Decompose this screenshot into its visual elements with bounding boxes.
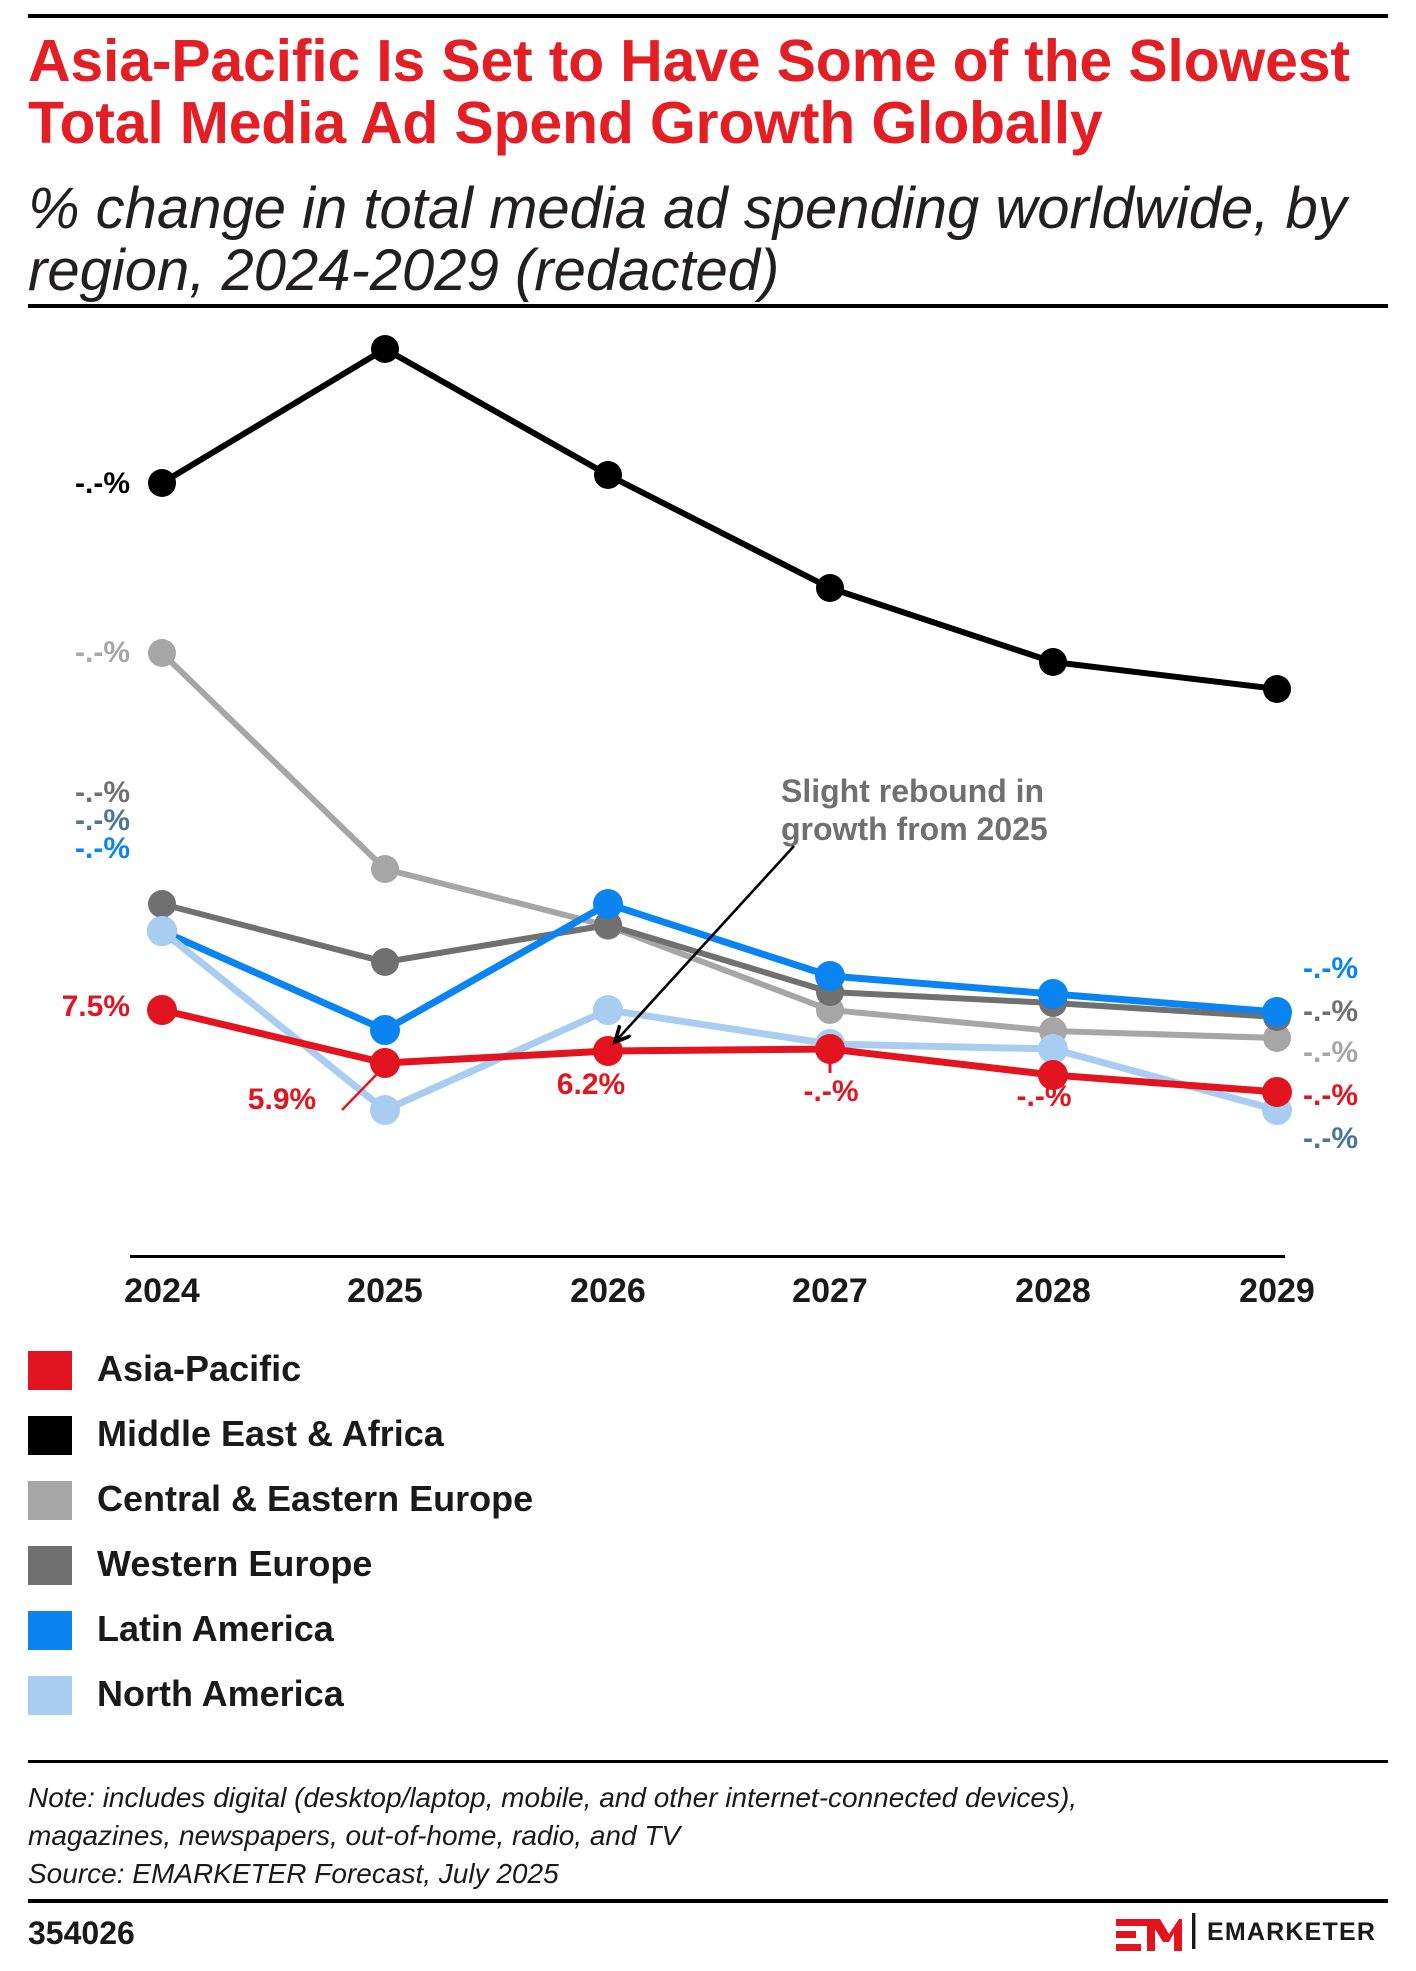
- svg-text:EMARKETER: EMARKETER: [1207, 1918, 1376, 1946]
